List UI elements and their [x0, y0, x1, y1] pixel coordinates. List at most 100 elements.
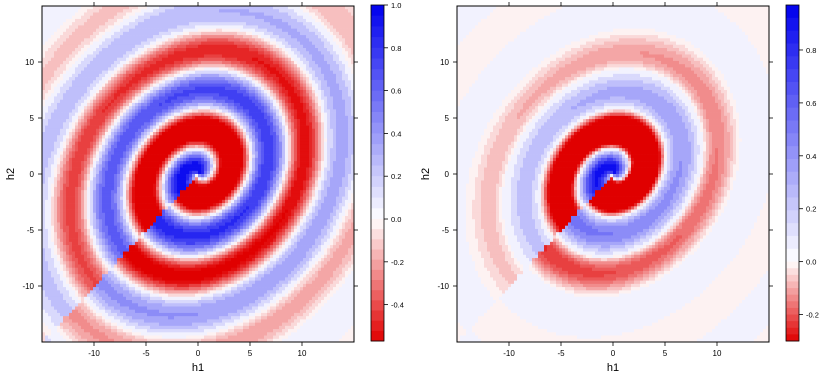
heatmap-cell: [180, 180, 184, 185]
heatmap-cell: [72, 128, 76, 133]
heatmap-cell: [75, 177, 79, 181]
heatmap-cell: [111, 338, 115, 342]
heatmap-cell: [45, 190, 49, 194]
heatmap-cell: [132, 235, 136, 239]
heatmap-cell: [162, 38, 166, 42]
heatmap-cell: [117, 219, 121, 223]
heatmap-cell: [141, 6, 145, 10]
heatmap-cell: [99, 209, 103, 214]
heatmap-cell: [60, 25, 64, 29]
heatmap-cell: [93, 67, 97, 71]
heatmap-cell: [60, 209, 64, 214]
heatmap-cell: [78, 167, 82, 172]
heatmap-cell: [102, 15, 106, 20]
heatmap-cell: [165, 135, 169, 139]
heatmap-cell: [45, 277, 49, 281]
heatmap-cell: [165, 77, 169, 81]
heatmap-cell: [90, 122, 94, 126]
heatmap-cell: [135, 164, 139, 168]
heatmap-cell: [81, 219, 85, 223]
heatmap-cell: [75, 51, 79, 55]
heatmap-cell: [87, 219, 91, 223]
heatmap-cell: [138, 83, 142, 88]
heatmap-cell: [165, 151, 169, 155]
heatmap-cell: [42, 261, 46, 265]
heatmap-cell: [81, 83, 85, 88]
heatmap-cell: [45, 274, 49, 278]
heatmap-cell: [114, 322, 118, 327]
heatmap-cell: [159, 77, 163, 81]
heatmap-cell: [165, 300, 169, 304]
heatmap-cell: [81, 177, 85, 181]
heatmap-cell: [120, 290, 124, 294]
heatmap-cell: [135, 183, 139, 188]
heatmap-cell: [69, 180, 73, 185]
heatmap-cell: [93, 106, 97, 110]
heatmap-cell: [96, 73, 100, 78]
heatmap-cell: [135, 232, 139, 236]
heatmap-cell: [114, 186, 118, 191]
heatmap-cell: [66, 12, 70, 17]
heatmap-cell: [105, 154, 109, 159]
heatmap-cell: [144, 248, 148, 252]
heatmap-cell: [165, 325, 169, 330]
heatmap-cell: [51, 115, 55, 120]
heatmap-cell: [168, 306, 172, 311]
heatmap-cell: [153, 180, 157, 185]
heatmap-cell: [57, 312, 61, 317]
heatmap-cell: [117, 303, 121, 307]
heatmap-cell: [42, 18, 46, 23]
heatmap-cell: [153, 77, 157, 81]
heatmap-cell: [150, 225, 154, 230]
heatmap-cell: [162, 119, 166, 123]
heatmap-cell: [105, 60, 109, 65]
heatmap-cell: [132, 258, 136, 262]
heatmap-cell: [114, 9, 118, 13]
heatmap-cell: [93, 335, 97, 340]
heatmap-cell: [108, 99, 112, 104]
heatmap-cell: [168, 296, 172, 301]
heatmap-cell: [99, 122, 103, 126]
heatmap-cell: [171, 90, 175, 94]
heatmap-cell: [177, 86, 181, 91]
heatmap-cell: [135, 60, 139, 65]
heatmap-cell: [129, 277, 133, 281]
heatmap-cell: [57, 115, 61, 120]
heatmap-cell: [84, 28, 88, 33]
heatmap-cell: [165, 164, 169, 168]
heatmap-cell: [141, 248, 145, 252]
heatmap-cell: [123, 228, 127, 233]
heatmap-cell: [147, 209, 151, 214]
heatmap-cell: [108, 57, 112, 62]
heatmap-cell: [117, 73, 121, 78]
heatmap-cell: [75, 261, 79, 265]
heatmap-cell: [66, 38, 70, 42]
heatmap-cell: [138, 235, 142, 239]
heatmap-cell: [78, 241, 82, 246]
heatmap-cell: [96, 18, 100, 23]
heatmap-cell: [81, 190, 85, 194]
heatmap-cell: [45, 222, 49, 227]
heatmap-cell: [168, 241, 172, 246]
heatmap-cell: [129, 151, 133, 155]
heatmap-cell: [156, 300, 160, 304]
heatmap-cell: [132, 290, 136, 294]
heatmap-cell: [60, 90, 64, 94]
heatmap-cell: [153, 209, 157, 214]
heatmap-cell: [69, 128, 73, 133]
heatmap-cell: [69, 77, 73, 81]
heatmap-cell: [75, 212, 79, 217]
heatmap-cell: [93, 225, 97, 230]
heatmap-cell: [150, 96, 154, 101]
heatmap-cell: [108, 44, 112, 49]
heatmap-cell: [96, 70, 100, 75]
heatmap-cell: [156, 67, 160, 71]
heatmap-cell: [171, 232, 175, 236]
heatmap-cell: [72, 183, 76, 188]
heatmap-cell: [141, 64, 145, 68]
heatmap-cell: [132, 306, 136, 311]
heatmap-cell: [57, 119, 61, 123]
heatmap-cell: [150, 144, 154, 149]
heatmap-cell: [141, 290, 145, 294]
heatmap-cell: [150, 54, 154, 59]
